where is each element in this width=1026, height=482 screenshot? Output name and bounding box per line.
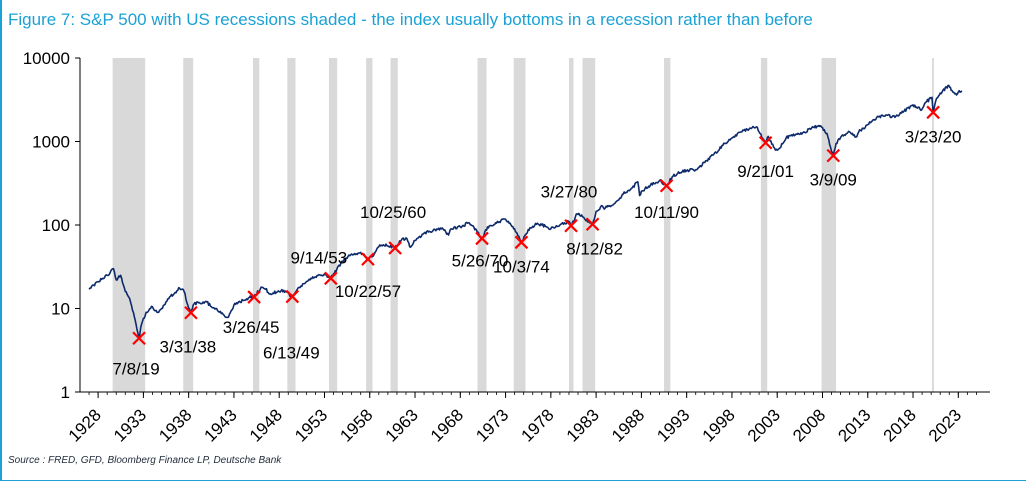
bottom-markers — [132, 105, 940, 346]
bottom-marker — [247, 290, 261, 304]
marker-stroke — [826, 148, 841, 163]
bottom-date-label: 10/11/90 — [634, 203, 699, 222]
x-tick-label: 2003 — [744, 405, 784, 445]
bottom-marker — [361, 252, 375, 266]
bottom-marker — [659, 178, 674, 193]
x-tick-label: 1988 — [608, 405, 648, 445]
bottom-date-label: 3/23/20 — [905, 127, 962, 146]
x-tick-label: 1963 — [382, 405, 422, 445]
bottom-labels: 7/8/193/31/38 3/26/45 6/13/49 9/14/53 10/22/… — [112, 127, 961, 378]
chart-title: Figure 7: S&P 500 with US recessions sha… — [8, 10, 813, 29]
recession-band — [183, 58, 194, 392]
marker-stroke — [475, 231, 489, 246]
bottom-marker — [758, 135, 773, 150]
x-tick-label: 1968 — [427, 405, 467, 445]
marker-stroke — [285, 289, 300, 304]
marker-stroke — [361, 252, 375, 266]
bottom-date-label: 9/14/53 — [290, 248, 347, 267]
recession-band — [366, 58, 373, 392]
recession-band — [287, 58, 296, 392]
bottom-date-label: 10/25/60 — [360, 203, 426, 222]
bottom-date-label: 9/21/01 — [737, 162, 794, 181]
x-tick-label: 2023 — [925, 405, 965, 445]
y-tick-label: 10000 — [23, 49, 70, 68]
recession-band — [932, 58, 934, 392]
marker-stroke — [132, 331, 146, 346]
bottom-marker — [324, 271, 338, 286]
bottom-marker — [475, 231, 489, 246]
marker-stroke — [758, 135, 773, 150]
bottom-marker — [926, 105, 940, 120]
x-tick-label: 1933 — [110, 405, 150, 445]
marker-stroke — [184, 305, 198, 320]
recession-band — [477, 58, 487, 392]
marker-stroke — [585, 217, 600, 232]
x-tick-label: 1943 — [201, 405, 241, 445]
bottom-marker — [514, 235, 529, 250]
bottom-date-label: 3/9/09 — [810, 171, 857, 190]
bottom-date-label: 3/26/45 — [223, 318, 280, 337]
bottom-date-label: 6/13/49 — [263, 344, 320, 363]
bottom-date-label: 5/26/70 — [452, 251, 509, 270]
x-tick-label: 1973 — [472, 405, 512, 445]
bottom-marker — [285, 289, 300, 304]
y-tick-label: 1000 — [32, 133, 70, 152]
x-tick-label: 1983 — [563, 405, 603, 445]
x-tick-label: 2013 — [834, 405, 874, 445]
marker-stroke — [564, 218, 578, 233]
marker-stroke — [514, 235, 529, 250]
y-tick-label: 10 — [51, 300, 70, 319]
marker-stroke — [247, 290, 261, 304]
marker-stroke — [388, 241, 402, 255]
recession-band — [252, 58, 260, 392]
recession-bands — [112, 58, 934, 392]
recession-band — [664, 58, 671, 392]
recession-band — [513, 58, 526, 392]
bottom-date-label: 3/31/38 — [160, 338, 217, 357]
x-tick-label: 1953 — [291, 405, 331, 445]
x-tick-label: 1998 — [699, 405, 739, 445]
recession-band — [390, 58, 398, 392]
x-tick-label: 2018 — [880, 405, 920, 445]
x-tick-label: 1958 — [336, 405, 376, 445]
bottom-marker — [132, 331, 146, 346]
marker-stroke — [659, 178, 674, 193]
bottom-marker — [564, 218, 578, 233]
y-tick-label: 100 — [42, 216, 70, 235]
bottom-marker — [184, 305, 198, 320]
marker-stroke — [926, 105, 940, 120]
source-note: Source : FRED, GFD, Bloomberg Finance LP… — [8, 455, 282, 466]
x-tick-label: 1938 — [155, 405, 195, 445]
x-tick-label: 2008 — [789, 405, 829, 445]
recession-band — [582, 58, 596, 392]
x-tick-label: 1948 — [246, 405, 286, 445]
x-tick-label: 1978 — [517, 405, 557, 445]
recession-band — [760, 58, 768, 392]
marker-stroke — [324, 271, 338, 286]
x-tick-label: 1928 — [65, 405, 105, 445]
bottom-marker — [388, 241, 402, 255]
sp500-line — [88, 84, 963, 339]
bottom-date-label: 10/22/57 — [335, 282, 401, 301]
recession-band — [329, 58, 338, 392]
recession-band — [821, 58, 837, 392]
price-series — [88, 84, 963, 339]
bottom-date-label: 7/8/19 — [112, 359, 159, 378]
y-tick-label: 1 — [61, 383, 70, 402]
recession-band — [112, 58, 146, 392]
bottom-date-label: 8/12/82 — [566, 239, 623, 258]
bottom-date-label: 10/3/74 — [493, 257, 550, 276]
bottom-marker — [826, 148, 841, 163]
x-tick-label: 1993 — [653, 405, 693, 445]
bottom-date-label: 3/27/80 — [541, 183, 598, 202]
bottom-marker — [585, 217, 600, 232]
